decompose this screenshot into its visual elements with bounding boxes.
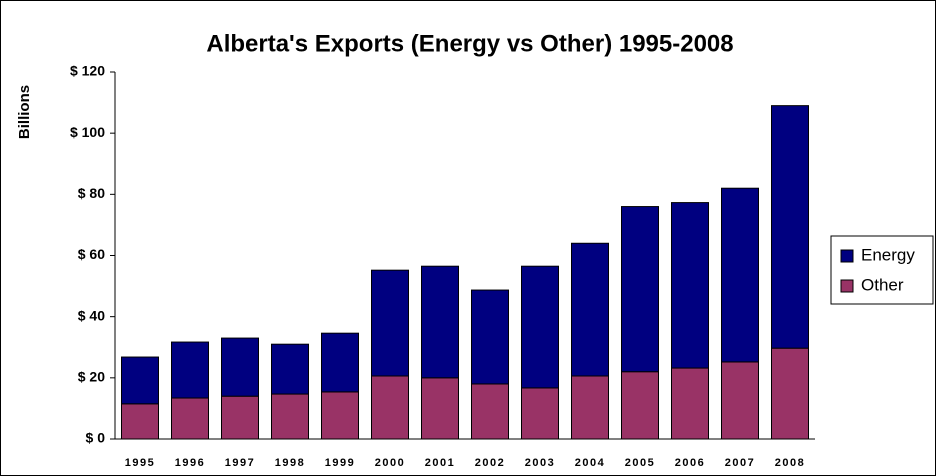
bar-segment: [271, 393, 309, 440]
bar-segment: [171, 397, 209, 440]
legend-box: [830, 235, 934, 305]
bar-segment: [671, 367, 709, 440]
bar-segment: [621, 206, 659, 373]
bar-segment: [721, 187, 759, 363]
legend-swatch: [840, 279, 854, 293]
y-tick-label: $ 120: [70, 63, 105, 79]
y-tick-label: $ 0: [86, 430, 106, 446]
y-tick-label: $ 40: [78, 307, 105, 323]
x-tick-label: 2006: [675, 457, 705, 469]
bar-segment: [421, 377, 459, 440]
x-tick-label: 2000: [375, 457, 405, 469]
bar-segment: [271, 343, 309, 395]
x-tick-label: 2001: [425, 457, 455, 469]
bar-segment: [471, 289, 509, 385]
bar-segment: [321, 391, 359, 440]
bar-segment: [421, 265, 459, 379]
bar-segment: [221, 337, 259, 397]
x-tick-label: 2002: [475, 457, 505, 469]
bar-segment: [571, 242, 609, 377]
x-tick-label: 1996: [175, 457, 205, 469]
x-tick-label: 1997: [225, 457, 255, 469]
bar-segment: [371, 375, 409, 440]
bar-segment: [121, 403, 159, 440]
x-tick-label: 1995: [125, 457, 155, 469]
bar-segment: [371, 269, 409, 377]
bar-segment: [671, 202, 709, 369]
legend-label: Energy: [861, 245, 915, 264]
chart-title: Alberta's Exports (Energy vs Other) 1995…: [206, 30, 733, 57]
x-tick-label: 2007: [725, 457, 755, 469]
y-axis-label: Billions: [16, 85, 33, 139]
x-tick-label: 2004: [575, 457, 605, 469]
bar-segment: [471, 383, 509, 440]
bar-segment: [121, 356, 159, 405]
bar-segment: [771, 105, 809, 349]
bar-segment: [621, 371, 659, 440]
x-tick-label: 2005: [625, 457, 655, 469]
bar-segment: [171, 341, 209, 399]
bar-segment: [521, 265, 559, 389]
y-tick-label: $ 100: [70, 124, 105, 140]
bar-segment: [321, 332, 359, 393]
legend-label: Other: [861, 275, 904, 294]
bar-segment: [221, 395, 259, 440]
legend-swatch: [840, 249, 854, 263]
bar-segment: [571, 375, 609, 440]
y-tick-label: $ 80: [78, 185, 105, 201]
bar-segment: [771, 347, 809, 440]
bar-segment: [521, 387, 559, 440]
bar-segment: [721, 361, 759, 440]
x-tick-label: 2003: [525, 457, 555, 469]
x-tick-label: 2008: [775, 457, 805, 469]
y-tick-label: $ 20: [78, 369, 105, 385]
x-tick-label: 1998: [275, 457, 305, 469]
x-tick-label: 1999: [325, 457, 355, 469]
y-tick-label: $ 60: [78, 246, 105, 262]
